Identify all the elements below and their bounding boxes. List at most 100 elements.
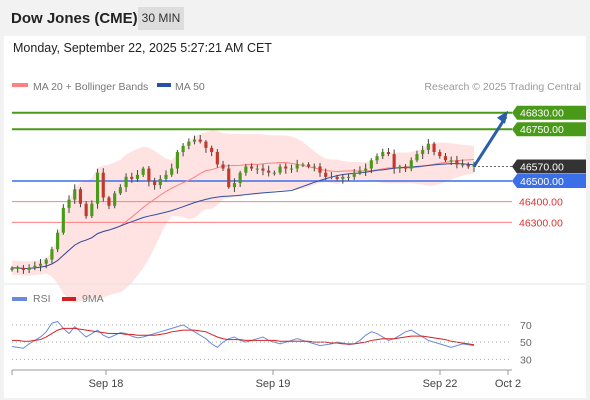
candle-body — [341, 176, 345, 179]
candle-body — [181, 145, 185, 152]
candle-body — [466, 164, 470, 167]
candle-body — [284, 166, 288, 169]
moving-averages-layer — [12, 159, 475, 270]
candle-body — [301, 164, 305, 166]
forecast-arrow-layer — [472, 110, 508, 168]
candle-body — [227, 168, 231, 188]
candle-body — [261, 168, 265, 171]
candle-body — [278, 166, 282, 173]
candle-body — [312, 166, 316, 168]
level-tag — [512, 173, 586, 188]
candle-body — [346, 176, 351, 178]
header-bar: Dow Jones (CME) 30 MIN — [0, 0, 590, 36]
candle-body — [170, 168, 174, 175]
copyright-text: Research © 2025 Trading Central — [424, 81, 581, 93]
candle-body — [61, 207, 65, 233]
candle-body — [50, 249, 54, 260]
candle-body — [329, 176, 333, 178]
candle-body — [16, 267, 20, 269]
candle-body — [432, 143, 436, 152]
candle-body — [204, 141, 208, 148]
level-label: 46400.00 — [519, 197, 563, 209]
rsi-layer — [11, 320, 475, 349]
ma50-legend-swatch — [157, 83, 171, 87]
candle-body — [421, 149, 425, 155]
candle-body — [335, 176, 339, 179]
ma50-legend-label: MA 50 — [175, 81, 205, 93]
candle-body — [153, 180, 157, 186]
ma20-legend-label: MA 20 + Bollinger Bands — [33, 81, 148, 93]
candle-body — [175, 152, 179, 169]
candle-body — [192, 139, 197, 142]
candle-body — [38, 263, 43, 266]
x-axis-layer: Sep 18 Sep 19 Sep 22 Oct 2 — [11, 370, 521, 390]
x-tick-label: Sep 18 — [89, 378, 124, 390]
candle-body — [27, 267, 31, 270]
candle-body — [307, 164, 311, 167]
candle-body — [124, 176, 128, 188]
x-tick-label: Sep 19 — [256, 378, 291, 390]
candle-body — [135, 174, 140, 179]
candle-body — [198, 139, 202, 142]
candle-body — [107, 197, 111, 206]
candle-body — [95, 172, 100, 204]
candle-body — [289, 168, 294, 170]
candle-body — [324, 172, 328, 177]
candle-body — [249, 166, 254, 169]
bollinger-band-layer — [12, 130, 474, 303]
rsi-line — [11, 320, 475, 349]
candle-body — [141, 168, 145, 175]
candle-body — [455, 160, 459, 165]
candle-body — [232, 183, 237, 188]
candle-body — [267, 170, 271, 173]
rsi-ma-legend-label: 9MA — [82, 293, 104, 305]
candle-body — [73, 189, 77, 200]
candle-body — [461, 164, 465, 166]
candle-body — [318, 166, 322, 173]
candle-body — [44, 259, 48, 264]
candle-body — [272, 172, 276, 174]
level-tag — [512, 159, 586, 174]
candle-body — [21, 267, 25, 270]
timeframe-badge[interactable]: 30 MIN — [138, 7, 184, 30]
rsi-tick-label: 50 — [520, 337, 532, 349]
candle-body — [78, 189, 83, 204]
bollinger-band — [12, 130, 474, 303]
candle-body — [426, 143, 430, 150]
candle-body — [255, 168, 259, 170]
candle-body — [415, 154, 419, 161]
candle-body — [238, 172, 242, 184]
candle-body — [449, 160, 453, 162]
rsi-legend-swatch — [12, 297, 27, 301]
level-lines-layer — [12, 111, 512, 223]
level-tag — [512, 105, 586, 120]
candle-body — [90, 203, 94, 217]
candle-body — [130, 176, 134, 179]
candle-body — [244, 166, 248, 173]
candle-body — [10, 267, 14, 270]
candle-body — [403, 166, 408, 169]
candle-body — [164, 174, 168, 179]
level-label: 46570.00 — [520, 161, 564, 173]
candle-body — [392, 154, 396, 169]
level-labels-layer: 46830.00 46750.00 46570.00 46500.00 46400.00… — [512, 105, 586, 229]
candle-body — [221, 164, 225, 169]
candle-body — [352, 172, 356, 177]
level-tag — [512, 122, 586, 137]
candle-body — [375, 156, 379, 161]
forecast-arrow-shaft — [472, 115, 508, 168]
candles-layer — [10, 135, 476, 274]
candle-body — [101, 172, 105, 198]
candle-body — [381, 152, 385, 157]
candle-body — [409, 160, 413, 169]
ma20-legend-swatch — [12, 83, 28, 87]
candle-body — [386, 152, 391, 155]
candle-body — [67, 199, 71, 208]
level-label: 46830.00 — [520, 108, 564, 120]
candle-body — [210, 147, 214, 152]
candle-body — [113, 193, 117, 206]
x-tick-label: Oct 2 — [495, 378, 521, 390]
candle-body — [295, 164, 299, 169]
candle-body — [158, 178, 162, 186]
